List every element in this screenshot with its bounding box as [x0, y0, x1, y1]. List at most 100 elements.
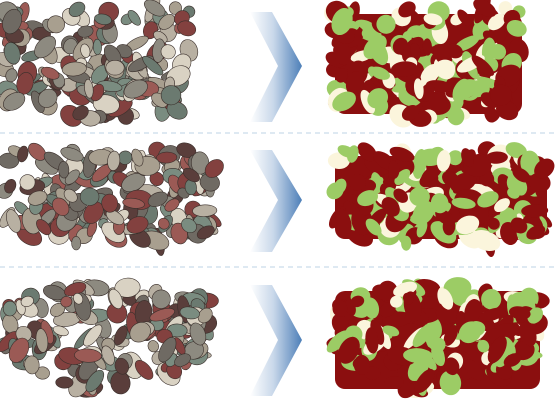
stone	[85, 369, 105, 393]
segment	[514, 178, 528, 196]
segment	[401, 235, 412, 251]
segment	[485, 151, 508, 164]
stone	[77, 25, 94, 38]
segment	[419, 83, 435, 102]
segment	[519, 321, 537, 347]
segment	[409, 187, 430, 207]
segment	[509, 306, 531, 320]
segment	[355, 80, 379, 97]
segment	[490, 84, 512, 106]
segment	[379, 302, 396, 318]
stone	[80, 43, 91, 58]
arrow	[250, 285, 302, 396]
stone	[181, 217, 197, 234]
segment	[357, 190, 379, 207]
stone	[151, 289, 171, 309]
stone	[108, 288, 123, 309]
segment	[443, 277, 472, 299]
segment	[458, 321, 482, 344]
stone	[182, 167, 200, 183]
stone	[196, 225, 215, 240]
segment	[435, 301, 458, 325]
stone	[52, 197, 70, 216]
segment	[333, 178, 347, 194]
segment	[331, 313, 349, 335]
stone	[143, 0, 166, 17]
stone	[147, 340, 159, 353]
stone	[72, 105, 89, 121]
segment	[365, 327, 379, 354]
segment	[372, 284, 397, 301]
stone	[142, 55, 164, 76]
stone	[60, 147, 84, 162]
segment	[503, 353, 522, 368]
stone	[3, 92, 26, 111]
stone-photo	[0, 0, 199, 127]
stone	[92, 38, 102, 56]
segment	[534, 158, 555, 179]
segment	[452, 79, 479, 100]
segment	[357, 142, 377, 162]
segment	[413, 78, 424, 100]
segment	[434, 59, 456, 76]
stone	[2, 8, 23, 35]
stone	[122, 197, 145, 209]
stone	[174, 353, 191, 367]
segment	[461, 148, 474, 168]
segment	[331, 7, 353, 36]
segment	[487, 13, 506, 31]
arrow	[250, 12, 302, 122]
stone	[166, 101, 188, 120]
segment	[512, 167, 531, 183]
stone	[101, 345, 115, 366]
segment	[332, 91, 356, 112]
segment	[401, 105, 420, 121]
stone	[114, 277, 141, 298]
stone	[61, 61, 87, 77]
segment	[412, 200, 435, 225]
stone	[164, 198, 180, 212]
segment	[332, 300, 348, 317]
stone	[84, 78, 94, 99]
segmentation-map	[324, 0, 529, 128]
stone	[3, 42, 21, 65]
stone	[197, 307, 213, 324]
stone	[83, 324, 103, 347]
segment	[398, 1, 416, 18]
stone	[134, 360, 154, 380]
stone	[27, 190, 48, 206]
stone	[156, 151, 178, 164]
segment	[389, 146, 415, 162]
segment	[335, 68, 348, 83]
segment	[477, 339, 490, 353]
stone	[47, 15, 65, 34]
arrow	[250, 150, 302, 252]
stone	[114, 357, 129, 375]
stone	[190, 151, 210, 175]
segment	[382, 325, 400, 337]
segment	[487, 336, 507, 364]
stone	[73, 292, 84, 305]
stone	[189, 322, 207, 346]
segment	[376, 14, 396, 34]
stone-photo	[0, 277, 219, 398]
stone	[123, 79, 148, 99]
segment	[510, 217, 528, 234]
stone	[60, 296, 73, 308]
stone	[40, 66, 60, 80]
segment	[327, 152, 350, 170]
segment	[406, 25, 424, 38]
stone	[63, 188, 78, 203]
stone	[94, 13, 112, 25]
stone	[58, 161, 70, 179]
stone	[126, 216, 149, 234]
segment	[464, 299, 483, 327]
stone	[179, 306, 200, 320]
segment	[384, 376, 404, 389]
stone	[158, 14, 175, 30]
segment	[450, 172, 477, 193]
stone	[147, 191, 168, 207]
stone	[35, 328, 49, 353]
